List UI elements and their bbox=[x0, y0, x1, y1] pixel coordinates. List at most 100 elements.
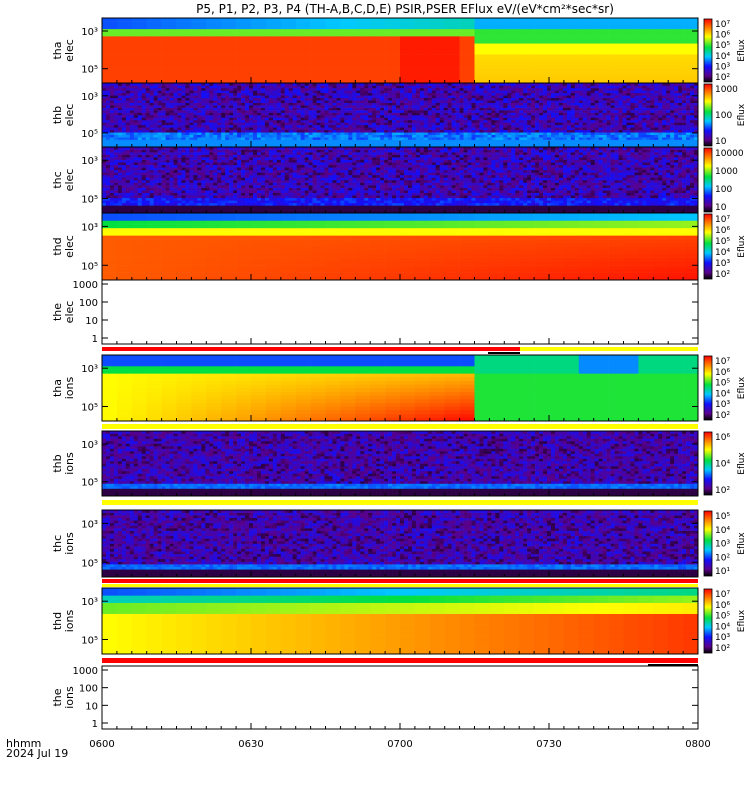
spectrogram-cell bbox=[451, 90, 456, 94]
spectrogram-cell bbox=[563, 57, 580, 62]
spectrogram-cell bbox=[117, 87, 123, 91]
spectrogram-cell bbox=[221, 112, 226, 116]
spectrogram-cell bbox=[511, 97, 516, 101]
spectrogram-cell bbox=[312, 90, 317, 94]
spectrogram-cell bbox=[376, 117, 381, 121]
spectrogram-cell bbox=[368, 95, 373, 99]
spectrogram-cell bbox=[593, 68, 609, 73]
spectrogram-cell bbox=[141, 92, 146, 96]
spectrogram-cell bbox=[429, 43, 445, 48]
spectrogram-cell bbox=[602, 112, 607, 116]
spectrogram-cell bbox=[403, 102, 409, 106]
spectrogram-cell bbox=[638, 95, 643, 99]
spectrogram-cell bbox=[563, 32, 580, 37]
spectrogram-cell bbox=[646, 137, 651, 140]
spectrogram-cell bbox=[364, 139, 369, 143]
spectrogram-cell bbox=[385, 75, 401, 80]
spectrogram-cell bbox=[332, 124, 337, 128]
spectrogram-cell bbox=[455, 124, 460, 128]
spectrogram-cell bbox=[316, 97, 321, 101]
spectrogram-cell bbox=[678, 115, 683, 118]
spectrogram-cell bbox=[225, 139, 230, 143]
spectrogram-cell bbox=[272, 137, 278, 140]
spectrogram-cell bbox=[658, 137, 663, 140]
spectrogram-cell bbox=[444, 36, 460, 40]
spectrogram-cell bbox=[296, 115, 301, 118]
spectrogram-cell bbox=[474, 79, 490, 84]
spectrogram-cell bbox=[608, 28, 624, 33]
spectrogram-cell bbox=[169, 144, 174, 148]
spectrogram-cell bbox=[137, 124, 143, 128]
spectrogram-cell bbox=[582, 122, 588, 126]
spectrogram-cell bbox=[578, 97, 584, 101]
spectrogram-cell bbox=[590, 127, 595, 131]
spectrogram-cell bbox=[245, 122, 250, 126]
spectrogram-cell bbox=[324, 137, 329, 140]
spectrogram-cell bbox=[610, 144, 615, 148]
spectrogram-cell bbox=[511, 95, 516, 99]
spectrogram-cell bbox=[443, 127, 448, 131]
spectrogram-cell bbox=[300, 115, 305, 118]
spectrogram-cell bbox=[443, 142, 448, 145]
spectrogram-cell bbox=[519, 28, 535, 33]
spectrogram-cell bbox=[344, 124, 349, 128]
spectrogram-cell bbox=[392, 102, 397, 106]
spectrogram-cell bbox=[328, 132, 333, 135]
spectrogram-cell bbox=[562, 132, 568, 135]
spectrogram-cell bbox=[308, 85, 313, 89]
spectrogram-cell bbox=[642, 132, 647, 135]
spectrogram-cell bbox=[105, 95, 111, 99]
spectrogram-cell bbox=[280, 132, 286, 135]
spectrogram-cell bbox=[113, 129, 119, 133]
spectrogram-cell bbox=[403, 95, 409, 99]
spectrogram-cell bbox=[137, 110, 143, 113]
spectrogram-cell bbox=[563, 61, 580, 66]
spectrogram-cell bbox=[515, 85, 520, 89]
spectrogram-cell bbox=[451, 134, 456, 138]
spectrogram-cell bbox=[586, 90, 592, 94]
spectrogram-cell bbox=[550, 102, 556, 106]
spectrogram-cell bbox=[504, 61, 520, 66]
spectrogram-cell bbox=[145, 117, 150, 121]
spectrogram-cell bbox=[439, 110, 444, 113]
spectrogram-cell bbox=[113, 205, 119, 209]
spectrogram-cell bbox=[205, 102, 210, 106]
spectrogram-cell bbox=[650, 102, 655, 106]
spectrogram-cell bbox=[344, 83, 349, 86]
spectrogram-cell bbox=[683, 43, 699, 48]
spectrogram-cell bbox=[344, 105, 349, 108]
spectrogram-cell bbox=[116, 18, 133, 22]
spectrogram-cell bbox=[668, 61, 684, 66]
spectrogram-cell bbox=[241, 95, 246, 99]
spectrogram-cell bbox=[157, 117, 162, 121]
spectrogram-cell bbox=[102, 95, 107, 99]
spectrogram-cell bbox=[181, 87, 186, 91]
spectrogram-cell bbox=[638, 85, 643, 89]
spectrogram-cell bbox=[658, 95, 663, 99]
spectrogram-cell bbox=[125, 174, 131, 178]
spectrogram-cell bbox=[608, 68, 624, 73]
spectrogram-cell bbox=[396, 115, 401, 118]
spectrogram-cell bbox=[515, 105, 520, 108]
spectrogram-cell bbox=[372, 110, 377, 113]
spectrogram-cell bbox=[236, 18, 252, 22]
spectrogram-cell bbox=[370, 79, 386, 84]
spectrogram-cell bbox=[511, 100, 516, 103]
spectrogram-cell bbox=[407, 90, 413, 94]
spectrogram-cell bbox=[241, 137, 246, 140]
spectrogram-cell bbox=[459, 46, 475, 51]
spectrogram-cell bbox=[181, 132, 186, 135]
spectrogram-cell bbox=[519, 134, 524, 138]
spectrogram-cell bbox=[252, 144, 258, 148]
spectrogram-cell bbox=[113, 172, 119, 176]
spectrogram-cell bbox=[236, 54, 252, 59]
spectrogram-cell bbox=[670, 83, 675, 86]
spectrogram-cell bbox=[610, 127, 615, 131]
spectrogram-cell bbox=[372, 87, 377, 91]
spectrogram-cell bbox=[650, 144, 655, 148]
spectrogram-cell bbox=[662, 110, 667, 113]
spectrogram-cell bbox=[678, 144, 683, 148]
spectrogram-cell bbox=[129, 159, 135, 163]
spectrogram-cell bbox=[411, 134, 417, 138]
spectrogram-cell bbox=[189, 102, 194, 106]
